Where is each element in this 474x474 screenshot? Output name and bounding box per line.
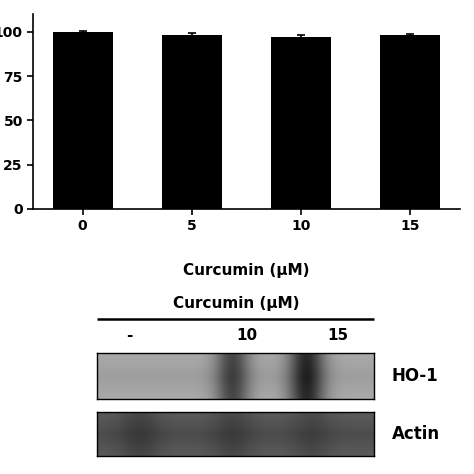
Text: Curcumin (μM): Curcumin (μM) — [183, 263, 310, 278]
Text: Actin: Actin — [392, 425, 440, 443]
Text: Curcumin (μM): Curcumin (μM) — [173, 296, 299, 310]
Text: 15: 15 — [328, 328, 349, 343]
Text: -: - — [126, 328, 132, 343]
Bar — [53, 32, 113, 209]
Bar — [380, 36, 440, 209]
Text: 10: 10 — [236, 328, 257, 343]
Text: HO-1: HO-1 — [392, 367, 438, 385]
Bar — [271, 37, 331, 209]
Bar — [162, 36, 222, 209]
